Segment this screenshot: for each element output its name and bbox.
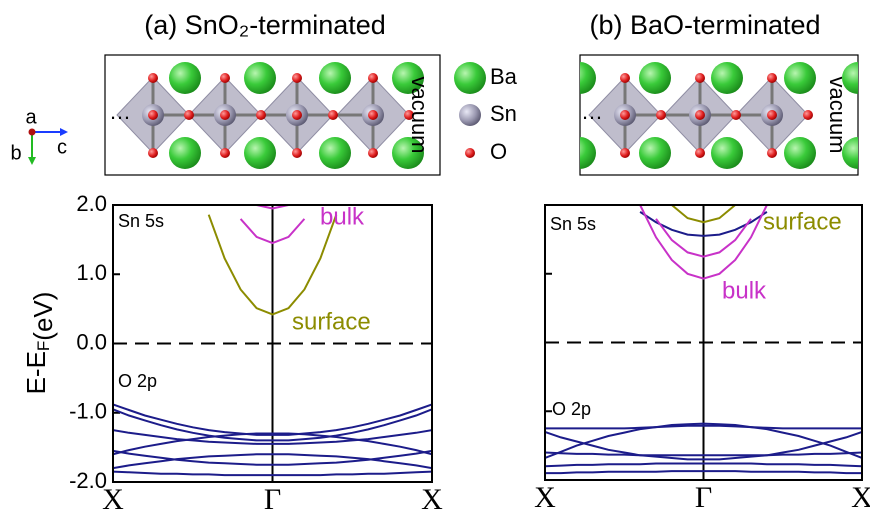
y-tick-label: -2.0	[69, 468, 107, 493]
o-atom	[148, 73, 158, 83]
ba-atom	[169, 62, 201, 94]
y-tick-label: 0.0	[76, 329, 107, 354]
o-atom	[148, 110, 158, 120]
chart-title: (b) BaO-terminated	[589, 10, 820, 40]
vacuum-label: vacuum	[825, 76, 850, 153]
o-atom	[220, 148, 230, 158]
legend-label: Sn	[490, 101, 517, 126]
axes-triad: a b c	[10, 106, 68, 165]
axis-a: a	[25, 106, 37, 128]
annotation: O 2p	[552, 399, 591, 419]
annotation: Sn 5s	[118, 211, 164, 231]
o-atom	[368, 110, 378, 120]
y-label-unit: (eV)	[28, 292, 58, 341]
ba-atom	[711, 62, 743, 94]
figure: … vacuum … vacuum a b c Ba Sn O (a) SnO₂-termi…	[0, 0, 870, 516]
ba-atom	[244, 137, 276, 169]
structure-panels: … vacuum … vacuum	[105, 55, 870, 175]
ellipsis: …	[109, 99, 131, 124]
legend-label: Ba	[490, 64, 518, 89]
ellipsis: …	[581, 99, 603, 124]
y-label-sub: F	[34, 341, 53, 351]
o-atom	[368, 148, 378, 158]
o-atom	[620, 110, 630, 120]
o-atom	[767, 110, 777, 120]
x-tick-label: X	[534, 481, 556, 514]
annotation: Sn 5s	[550, 214, 596, 234]
o-atom	[292, 148, 302, 158]
y-label-main: E-E	[21, 351, 51, 394]
o-atom	[328, 110, 338, 120]
y-tick-label: 1.0	[76, 260, 107, 285]
ba-atom	[639, 137, 671, 169]
annotation: surface	[292, 308, 371, 335]
o-atom	[256, 110, 266, 120]
ba-atom	[319, 137, 351, 169]
y-axis-label: E-EF(eV)	[21, 292, 58, 395]
y-tick-label: 2.0	[76, 191, 107, 216]
axis-c: c	[57, 136, 67, 158]
ba-atom	[784, 137, 816, 169]
annotation: O 2p	[118, 371, 157, 391]
x-tick-label: X	[851, 481, 870, 514]
o-atom	[767, 148, 777, 158]
o-atom	[803, 110, 813, 120]
ba-atom	[319, 62, 351, 94]
o-atom	[695, 110, 705, 120]
axis-b: b	[10, 142, 21, 164]
o-atom	[220, 110, 230, 120]
o-atom	[148, 148, 158, 158]
annotation: bulk	[320, 203, 365, 230]
annotation: surface	[763, 208, 842, 235]
o-atom	[368, 73, 378, 83]
annotation: bulk	[722, 277, 767, 304]
o-atom	[731, 110, 741, 120]
ba-atom	[169, 137, 201, 169]
o-atom	[695, 73, 705, 83]
b-arrowhead	[28, 157, 36, 165]
ba-atom	[784, 62, 816, 94]
ba-atom	[711, 137, 743, 169]
o-atom	[292, 110, 302, 120]
legend-swatch	[459, 104, 481, 126]
ba-atom	[564, 62, 596, 94]
o-atom	[184, 110, 194, 120]
vacuum-label: vacuum	[407, 76, 432, 153]
ba-atom	[639, 62, 671, 94]
ba-atom	[564, 137, 596, 169]
x-tick-label: Γ	[695, 481, 712, 514]
legend-swatch	[454, 62, 486, 94]
legend-swatch	[465, 148, 475, 158]
o-atom	[656, 110, 666, 120]
o-atom	[620, 148, 630, 158]
y-tick-label: -1.0	[69, 399, 107, 424]
x-tick-label: X	[421, 483, 443, 516]
c-arrowhead	[60, 128, 68, 136]
ba-atom	[244, 62, 276, 94]
o-atom	[767, 73, 777, 83]
x-tick-label: Γ	[264, 483, 281, 516]
chart-title: (a) SnO₂-terminated	[144, 10, 386, 40]
o-atom	[220, 73, 230, 83]
o-atom	[292, 73, 302, 83]
o-atom	[695, 148, 705, 158]
a-dot	[29, 129, 36, 136]
o-atom	[620, 73, 630, 83]
legend-label: O	[490, 139, 507, 164]
